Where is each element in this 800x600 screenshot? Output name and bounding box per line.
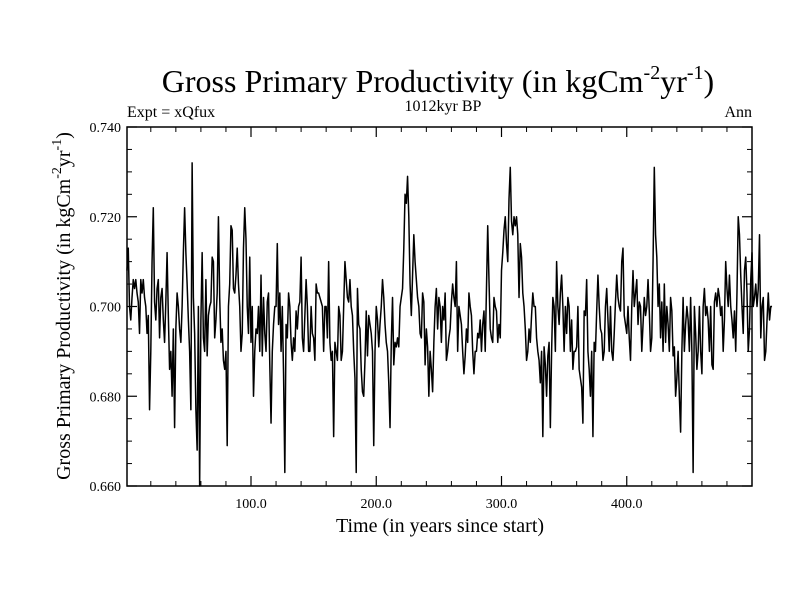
y-tick-label: 0.720 xyxy=(90,211,122,226)
experiment-label: Expt = xQfux xyxy=(127,104,215,121)
y-tick-label: 0.660 xyxy=(90,480,122,495)
x-tick-labels: 100.0 200.0 300.0 400.0 xyxy=(235,497,642,512)
y-axis-label: Gross Primary Productivity (in kgCm-2yr-… xyxy=(50,132,75,480)
season-label: Ann xyxy=(724,104,752,121)
x-axis-label: Time (in years since start) xyxy=(336,515,544,537)
chart-subtitle: 1012kyr BP xyxy=(405,98,482,115)
plot-frame xyxy=(126,126,753,487)
y-tick-label: 0.740 xyxy=(90,121,122,136)
y-tick-labels: 0.660 0.680 0.700 0.720 0.740 xyxy=(90,121,122,495)
x-tick-label: 200.0 xyxy=(360,497,392,512)
y-tick-label: 0.680 xyxy=(90,390,122,405)
x-tick-label: 100.0 xyxy=(235,497,267,512)
x-tick-label: 400.0 xyxy=(611,497,643,512)
chart-title: Gross Primary Productivity (in kgCm-2yr-… xyxy=(162,62,714,99)
x-tick-label: 300.0 xyxy=(486,497,518,512)
series-line-gpp xyxy=(126,162,773,487)
y-tick-label: 0.700 xyxy=(90,301,122,316)
